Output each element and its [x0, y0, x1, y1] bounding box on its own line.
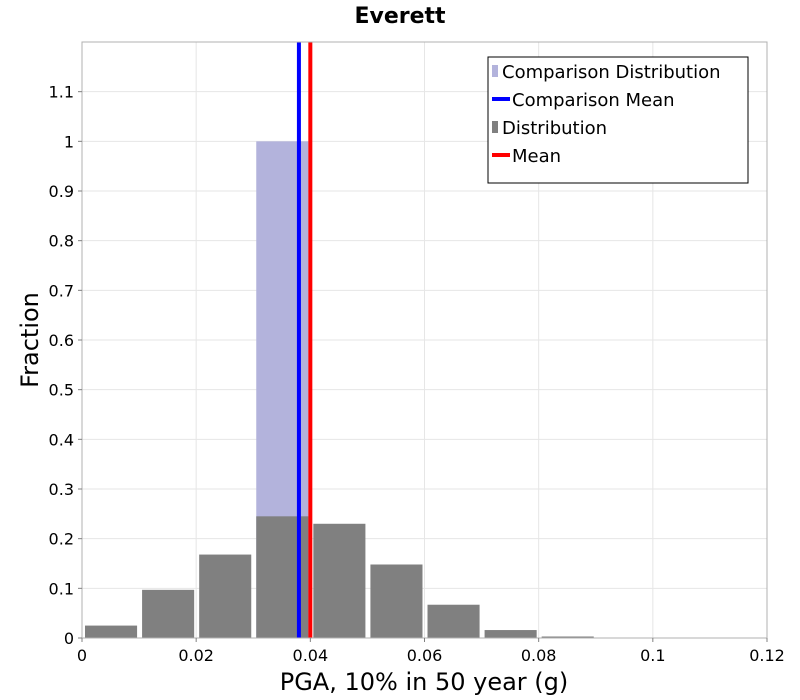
x-tick-label-4: 0.08: [521, 646, 557, 665]
x-tick-label-2: 0.04: [293, 646, 329, 665]
distribution-bar-1: [142, 589, 195, 638]
y-tick-label-11: 1.1: [49, 83, 74, 102]
mean-lines: [296, 42, 313, 638]
x-axis-ticks: 0 0.02 0.04 0.06 0.08 0.1 0.12: [77, 638, 785, 665]
y-tick-label-10: 1: [64, 132, 74, 151]
x-tick-label-1: 0.02: [178, 646, 214, 665]
legend-label-mean: Mean: [512, 146, 561, 167]
x-tick-label-5: 0.1: [640, 646, 665, 665]
y-tick-label-3: 0.3: [49, 480, 74, 499]
distribution-bar-0: [85, 625, 138, 638]
x-tick-label-6: 0.12: [749, 646, 785, 665]
y-tick-label-5: 0.5: [49, 381, 74, 400]
y-tick-label-6: 0.6: [49, 331, 74, 350]
legend-label-comparison-mean: Comparison Mean: [512, 90, 675, 111]
y-tick-label-9: 0.9: [49, 182, 74, 201]
legend: Comparison Distribution Comparison Mean Di…: [487, 56, 749, 184]
distribution-bar-7: [484, 630, 537, 638]
legend-swatch-comparison-distribution: [492, 65, 498, 77]
chart-title: Everett: [354, 4, 446, 29]
y-axis-ticks: 0 0.1 0.2 0.3 0.4 0.5 0.6 0.7 0.8 0.9 1 1.1: [49, 83, 82, 648]
distribution-bar-5: [370, 564, 423, 638]
legend-label-comparison-distribution: Comparison Distribution: [502, 62, 721, 83]
legend-swatch-distribution: [492, 121, 498, 133]
y-tick-label-4: 0.4: [49, 430, 74, 449]
y-axis-label: Fraction: [16, 292, 44, 388]
distribution-bar-4: [313, 523, 366, 638]
y-tick-label-0: 0: [64, 629, 74, 648]
legend-label-distribution: Distribution: [502, 118, 607, 139]
legend-box: [487, 56, 749, 184]
distribution-bar-2: [199, 554, 252, 638]
x-tick-label-0: 0: [77, 646, 87, 665]
y-tick-label-2: 0.2: [49, 530, 74, 549]
distribution-bar-8: [541, 636, 594, 638]
y-tick-label-7: 0.7: [49, 281, 74, 300]
distribution-bar-6: [427, 604, 480, 638]
x-tick-label-3: 0.06: [407, 646, 443, 665]
y-tick-label-1: 0.1: [49, 579, 74, 598]
x-axis-label: PGA, 10% in 50 year (g): [280, 668, 569, 696]
y-tick-label-8: 0.8: [49, 232, 74, 251]
